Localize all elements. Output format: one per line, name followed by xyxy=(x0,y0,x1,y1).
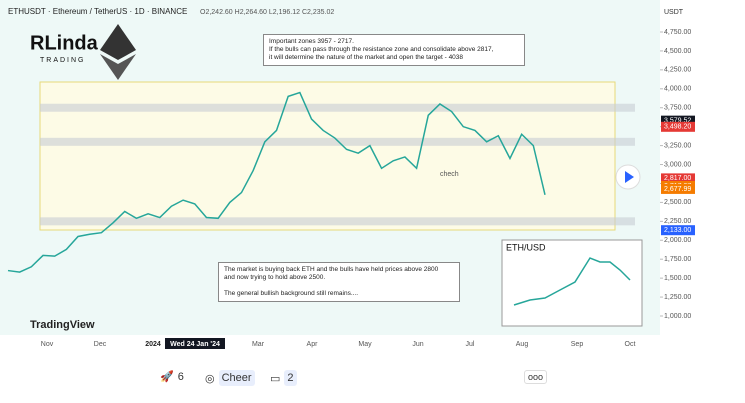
crosshair-date-bg xyxy=(165,338,225,349)
x-tick-label: Oct xyxy=(625,341,636,348)
y-tick-label: 2,000.00 xyxy=(664,237,691,244)
logo-sub: TRADING xyxy=(40,57,86,64)
x-tick-label: Apr xyxy=(307,341,319,348)
x-tick-label: May xyxy=(358,341,372,348)
x-tick-label: Mar xyxy=(252,341,265,348)
annotation: The market is buying back ETH and the bu… xyxy=(218,262,460,302)
eth-logo-bottom xyxy=(100,54,136,80)
cheer-label: Cheer xyxy=(218,370,255,386)
x-tick-label: Nov xyxy=(41,341,54,348)
y-tick-label: 3,250.00 xyxy=(664,142,691,149)
x-tick-label: Aug xyxy=(516,341,529,348)
price-badge-label: 2,133.00 xyxy=(664,227,691,234)
cheer[interactable]: ◎ Cheer xyxy=(205,370,255,386)
comment-count: 2 xyxy=(284,370,297,386)
y-tick-label: 1,750.00 xyxy=(664,256,691,263)
price-badge xyxy=(661,183,695,194)
price-badge xyxy=(661,121,695,132)
rocket-icon: 🚀 xyxy=(160,371,174,383)
annotation: Important zones 3957 - 2717. If the bull… xyxy=(263,34,525,66)
price-badge-label: 2,677.99 xyxy=(664,186,691,193)
eth-logo xyxy=(100,24,136,60)
y-tick-label: 1,000.00 xyxy=(664,313,691,320)
brand: TradingView xyxy=(30,319,95,331)
zone xyxy=(40,217,635,226)
y-tick-label: 2,500.00 xyxy=(664,199,691,206)
y-tick-label: 4,750.00 xyxy=(664,29,691,36)
x-tick-label: 2024 xyxy=(145,341,161,348)
y-tick-label: 1,500.00 xyxy=(664,275,691,282)
logo: RLinda xyxy=(30,32,99,54)
y-tick-label: 4,500.00 xyxy=(664,48,691,55)
boosts[interactable]: 🚀 6 xyxy=(160,370,184,384)
ohlc: O2,242.60 H2,264.60 L2,196.12 C2,235.02 xyxy=(200,9,334,16)
price-badge xyxy=(661,173,695,184)
x-tick-label: Jul xyxy=(466,341,475,348)
x-tick-label: Sep xyxy=(571,341,584,348)
inset-title: ETH/USD xyxy=(506,242,546,252)
inset-line xyxy=(513,257,631,306)
x-tick-label: Dec xyxy=(94,341,107,348)
y-tick-label: 3,750.00 xyxy=(664,105,691,112)
x-tick-label: Wed 24 Jan '24 xyxy=(170,341,220,348)
price-badge-label: 3,579.52 xyxy=(664,117,691,124)
y-tick-label: 4,250.00 xyxy=(664,67,691,74)
header: ETHUSDT · Ethereum / TetherUS · 1D · BIN… xyxy=(8,7,187,16)
more[interactable]: ooo xyxy=(524,370,548,384)
x-tick-label: Jun xyxy=(412,341,423,348)
price-line xyxy=(7,91,546,273)
currency: USDT xyxy=(664,9,684,16)
zone xyxy=(40,137,635,146)
price-badge-label: 3,498.20 xyxy=(664,124,691,131)
comment-icon: ▭ xyxy=(270,372,281,385)
boost-count: 6 xyxy=(177,370,184,383)
price-badge-label: 2,817.00 xyxy=(664,175,691,182)
play-icon xyxy=(625,171,634,183)
inset: ETH/USD xyxy=(501,239,643,327)
comments[interactable]: ▭ 2 xyxy=(270,370,297,386)
y-tick-label: 2,250.00 xyxy=(664,218,691,225)
y-tick-label: 4,000.00 xyxy=(664,86,691,93)
price-badge xyxy=(661,225,695,236)
zone-label: chech xyxy=(440,171,459,178)
price-badge xyxy=(661,115,695,126)
cheer-icon: ◎ xyxy=(205,372,215,385)
y-tick-label: 3,000.00 xyxy=(664,161,691,168)
zone xyxy=(40,103,635,112)
y-tick-label: 1,250.00 xyxy=(664,294,691,301)
